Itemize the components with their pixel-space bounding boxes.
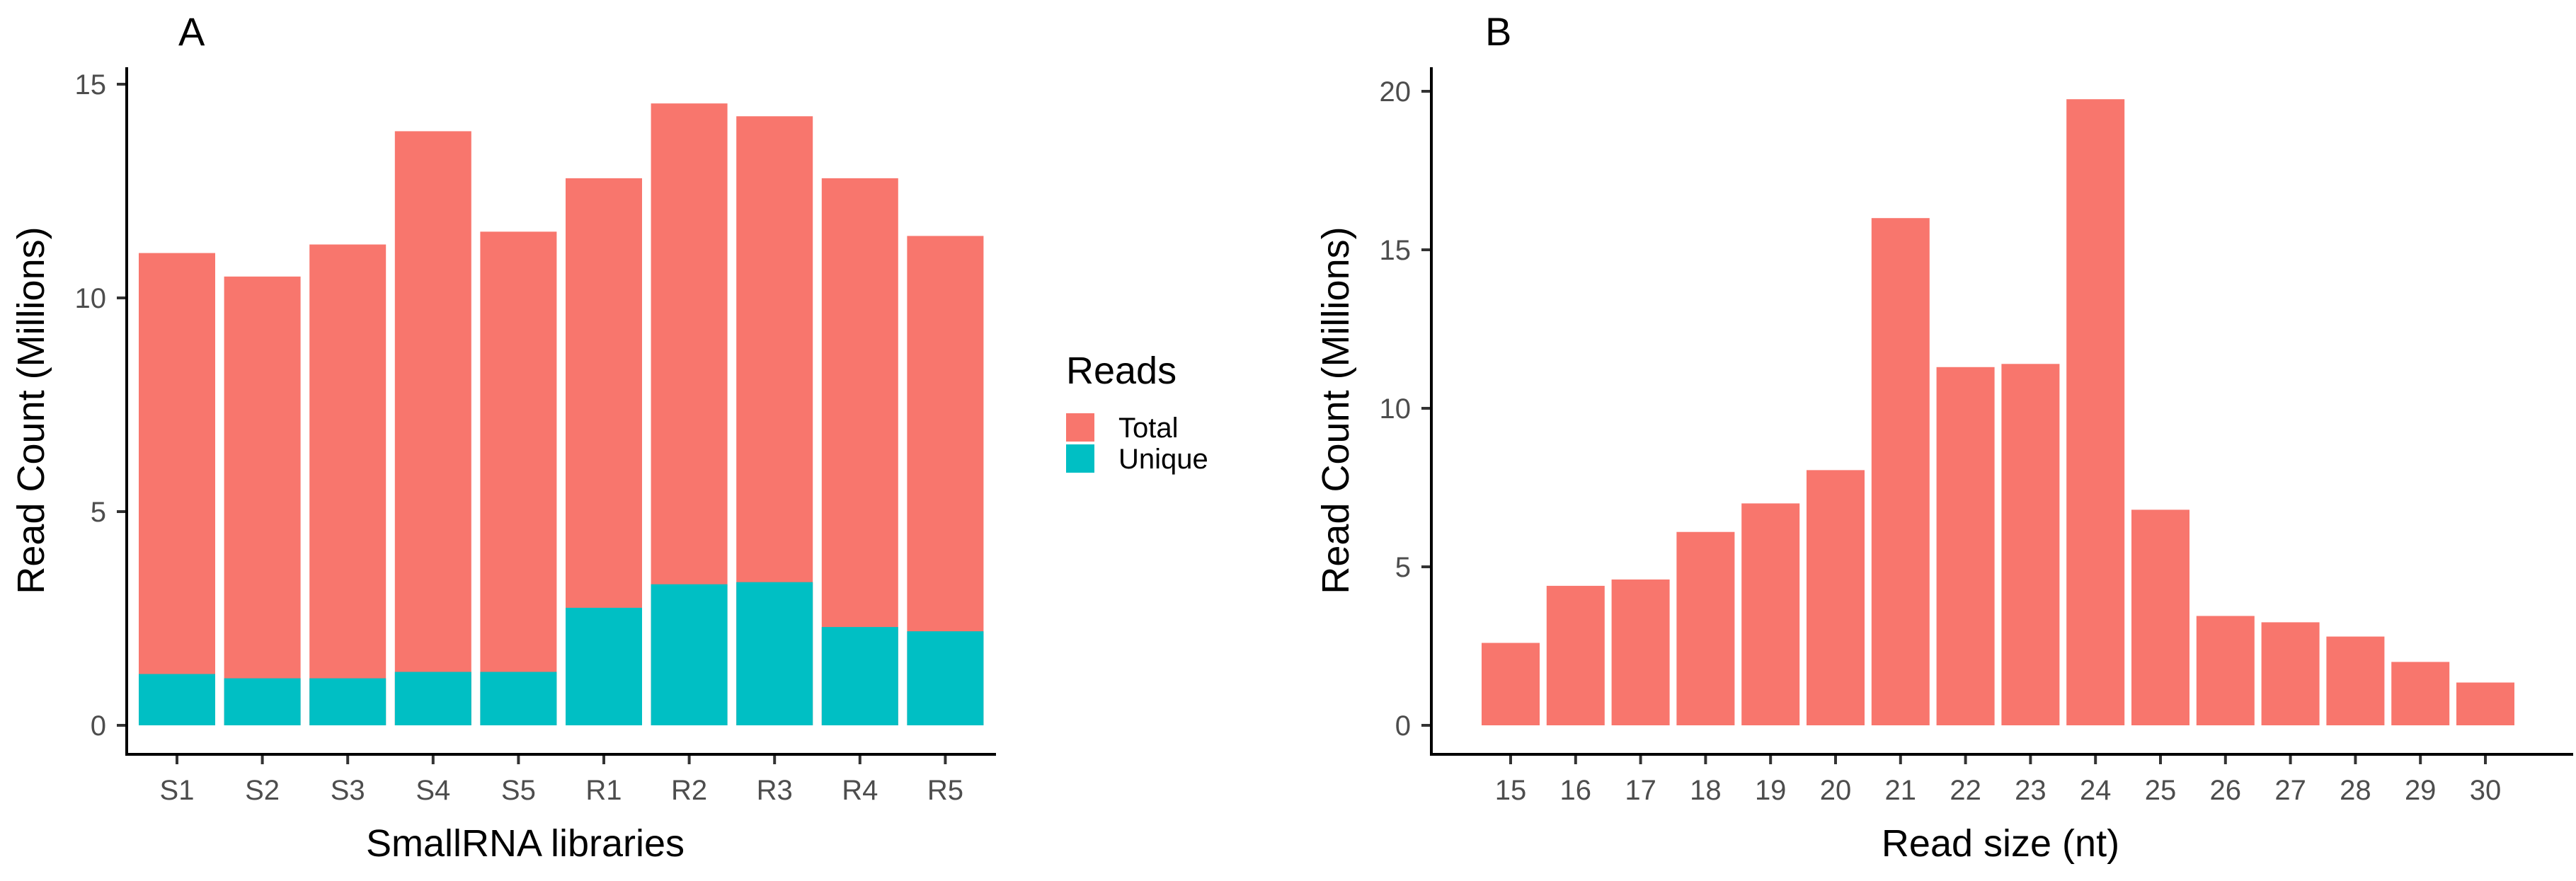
legend-swatch-unique	[1066, 444, 1094, 473]
panel-a-x-tick-label-r3: R3	[757, 775, 793, 806]
panel-b-bar-18	[1676, 531, 1735, 725]
panel-a-bar-total-s3	[309, 244, 387, 725]
panel-a-y-tick-label-5: 5	[91, 497, 106, 528]
panel-b-x-tick-label-19: 19	[1755, 775, 1787, 806]
panel-b-x-tick-label-30: 30	[2470, 775, 2502, 806]
panel-b-y-tick-label-20: 20	[1380, 76, 1412, 108]
panel-b-y-tick-label-0: 0	[1395, 710, 1411, 742]
panel-b-bar-15	[1482, 643, 1540, 725]
panel-a-y-tick-label-0: 0	[91, 710, 106, 742]
panel-a-bar-unique-r4	[821, 627, 898, 725]
panel-a-bar-unique-s3	[309, 678, 387, 725]
panel-a-x-tick-label-r2: R2	[671, 775, 707, 806]
panel-b-bar-29	[2391, 662, 2450, 725]
panel-b-x-tick-label-23: 23	[2015, 775, 2047, 806]
panel-b-x-tick-label-17: 17	[1625, 775, 1656, 806]
panel-b-bar-25	[2131, 509, 2189, 725]
panel-a-x-tick-label-s5: S5	[501, 775, 536, 806]
panel-a-y-axis-title: Read Count (Millions)	[10, 226, 52, 594]
panel-a-x-tick-label-r1: R1	[585, 775, 622, 806]
panel-b-y-axis-title: Read Count (Millions)	[1315, 226, 1357, 594]
panel-b-bar-16	[1546, 585, 1605, 725]
panel-b-bar-21	[1871, 218, 1930, 725]
legend-label-total: Total	[1118, 413, 1179, 444]
panel-a-x-tick-label-r4: R4	[842, 775, 878, 806]
panel-a-bar-unique-s1	[139, 674, 215, 725]
panel-b-x-tick-label-29: 29	[2405, 775, 2437, 806]
panel-b-bar-27	[2261, 622, 2320, 725]
panel-a-y-tick-label-10: 10	[75, 283, 107, 314]
panel-b-y-tick-label-15: 15	[1380, 235, 1412, 266]
panel-a-bar-total-s2	[224, 276, 301, 725]
panel-b-x-tick-label-26: 26	[2210, 775, 2242, 806]
panel-b-x-tick-label-28: 28	[2340, 775, 2371, 806]
panel-b-bar-26	[2196, 616, 2255, 725]
panel-a-bar-unique-r2	[651, 584, 728, 725]
panel-b-x-tick-label-25: 25	[2145, 775, 2177, 806]
panel-b-x-tick-label-15: 15	[1495, 775, 1527, 806]
panel-a-x-axis-ticks: S1 S2 S3 S4 S5 R1 R2 R3 R4 R5	[160, 754, 963, 806]
panel-b-y-tick-label-5: 5	[1395, 552, 1411, 583]
panel-a-x-tick-label-s2: S2	[245, 775, 280, 806]
panel-b-bar-30	[2456, 682, 2514, 725]
panel-a-y-tick-label-15: 15	[75, 69, 107, 100]
panel-a-bar-unique-r1	[566, 607, 642, 725]
panel-a-bar-unique-s2	[224, 678, 301, 725]
panel-b-bar-17	[1611, 579, 1670, 725]
panel-a-bar-total-s4	[394, 131, 471, 725]
legend-label-unique: Unique	[1118, 444, 1208, 475]
panel-a-y-axis-ticks: 0 5 10 15	[75, 69, 127, 742]
panel-a-x-tick-label-r5: R5	[927, 775, 963, 806]
panel-b-label: B	[1485, 9, 1511, 54]
panel-b-x-axis-title: Read size (nt)	[1882, 822, 2119, 865]
panel-a-bar-total-s5	[480, 231, 557, 725]
legend: Reads Total Unique	[1066, 350, 1208, 475]
panel-b-x-tick-label-21: 21	[1885, 775, 1917, 806]
panel-a-x-tick-label-s1: S1	[160, 775, 195, 806]
panel-b-x-tick-label-22: 22	[1950, 775, 1981, 806]
panel-a-bar-unique-s5	[480, 672, 557, 725]
panel-a-bars	[139, 103, 984, 726]
panel-b-x-tick-label-20: 20	[1820, 775, 1852, 806]
panel-a-label: A	[178, 9, 205, 54]
panel-b-x-tick-label-18: 18	[1690, 775, 1722, 806]
panel-a-x-tick-label-s3: S3	[331, 775, 365, 806]
legend-title: Reads	[1066, 350, 1177, 392]
panel-a-bar-unique-r3	[736, 582, 813, 725]
panel-b-bars	[1482, 99, 2514, 725]
panel-b-x-axis-ticks: 15 16 17 18 19 20 21 22 23 24 25 26 27 28 29 30	[1495, 754, 2502, 806]
panel-a-x-axis-title: SmallRNA libraries	[366, 822, 685, 865]
panel-b-y-tick-label-10: 10	[1380, 393, 1412, 425]
panel-b-y-axis-ticks: 0 5 10 15 20	[1380, 76, 1431, 742]
panel-b-bar-19	[1741, 503, 1800, 725]
panel-b-x-tick-label-16: 16	[1560, 775, 1592, 806]
panel-a-bar-unique-r5	[907, 631, 984, 725]
panel-b-x-tick-label-27: 27	[2274, 775, 2306, 806]
legend-swatch-total	[1066, 413, 1094, 442]
panel-b: B 0 5 10 15 20 15 16 17 18 19 20 21 22 23 24 25 26 27 28 2…	[1315, 9, 2573, 865]
panel-b-bar-24	[2066, 99, 2125, 725]
panel-b-x-tick-label-24: 24	[2080, 775, 2112, 806]
panel-b-bar-28	[2326, 636, 2385, 725]
panel-a-x-tick-label-s4: S4	[416, 775, 450, 806]
panel-a-bar-unique-s4	[394, 672, 471, 725]
panel-b-bar-23	[2001, 364, 2060, 725]
panel-a: A 0 5 10 15 S1 S2 S3 S4 S5 R1 R2 R3 R4 R5 SmallRNA l…	[10, 9, 996, 865]
panel-b-bar-20	[1807, 470, 1865, 725]
panel-a-bar-total-s1	[139, 253, 215, 726]
panel-b-bar-22	[1936, 367, 1995, 725]
